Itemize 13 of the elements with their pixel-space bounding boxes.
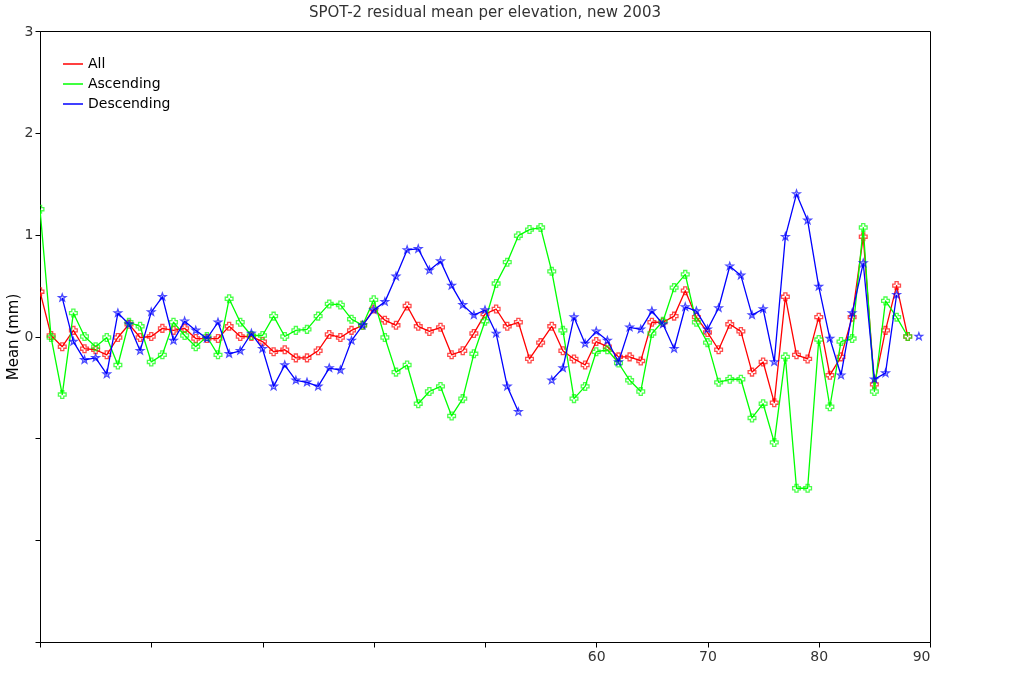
y-tick-label: 0: [24, 328, 34, 344]
legend-label: All: [88, 55, 106, 71]
y-tick-label: 2: [24, 124, 34, 141]
y-tick-label: 3: [24, 22, 34, 39]
y-tick-label: 1: [24, 226, 34, 243]
x-tick-label: 90: [912, 647, 931, 664]
y-axis-title: Mean (mm): [3, 293, 22, 381]
chart-title: SPOT-2 residual mean per elevation, new 2003: [309, 3, 661, 21]
x-tick-label: 80: [810, 647, 829, 664]
legend-label: Ascending: [88, 75, 161, 91]
legend-label: Descending: [88, 95, 171, 111]
x-tick-label: 70: [699, 647, 717, 664]
x-tick-label: 60: [587, 647, 606, 664]
